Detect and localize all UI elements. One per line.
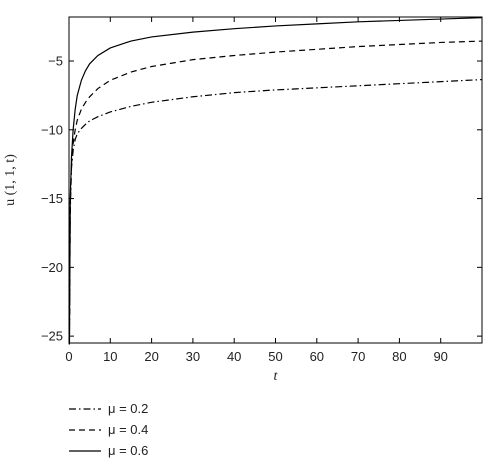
y-tick-label: −25 [41,329,63,344]
x-tick-label: 30 [186,349,200,364]
legend-label: μ = 0.2 [108,401,149,416]
legend-label: μ = 0.6 [108,443,149,458]
legend-item: μ = 0.6 [68,440,148,461]
x-tick-label: 20 [144,349,158,364]
series-line-1 [68,78,483,345]
legend-label: μ = 0.4 [108,422,149,437]
ticks-layer: 0 10 20 30 40 50 60 70 80 90 −25 −20 −15 −10 −5 [41,17,482,364]
x-tick-label: 80 [392,349,406,364]
legend-swatch-solid [69,449,101,452]
legend: μ = 0.2 μ = 0.4 μ = 0.6 [68,398,148,461]
x-tick-label: 50 [268,349,282,364]
x-tick-label: 70 [351,349,365,364]
y-tick-label: −20 [41,260,63,275]
series-line-2 [68,40,483,345]
x-tick-label: 0 [65,349,72,364]
series-line-3 [68,17,483,345]
x-tick-label: 90 [433,349,447,364]
y-tick-label: −10 [41,122,63,137]
x-tick-label: 40 [227,349,241,364]
legend-item: μ = 0.4 [68,419,148,440]
x-tick-label: 60 [310,349,324,364]
y-tick-label: −5 [48,54,63,69]
y-axis-title: u (1, 1, t) [3,154,18,206]
line-chart: 0 10 20 30 40 50 60 70 80 90 −25 −20 −15 −10 −5 t u (1… [3,16,483,384]
legend-swatch-dashed [69,428,101,431]
plot-area [68,16,483,344]
legend-swatch-dashdot [69,407,101,410]
series-layer [68,17,483,345]
x-axis-title: t [274,369,279,384]
y-tick-label: −15 [41,191,63,206]
legend-item: μ = 0.2 [68,398,148,419]
plot-frame [68,16,483,344]
x-tick-label: 10 [103,349,117,364]
